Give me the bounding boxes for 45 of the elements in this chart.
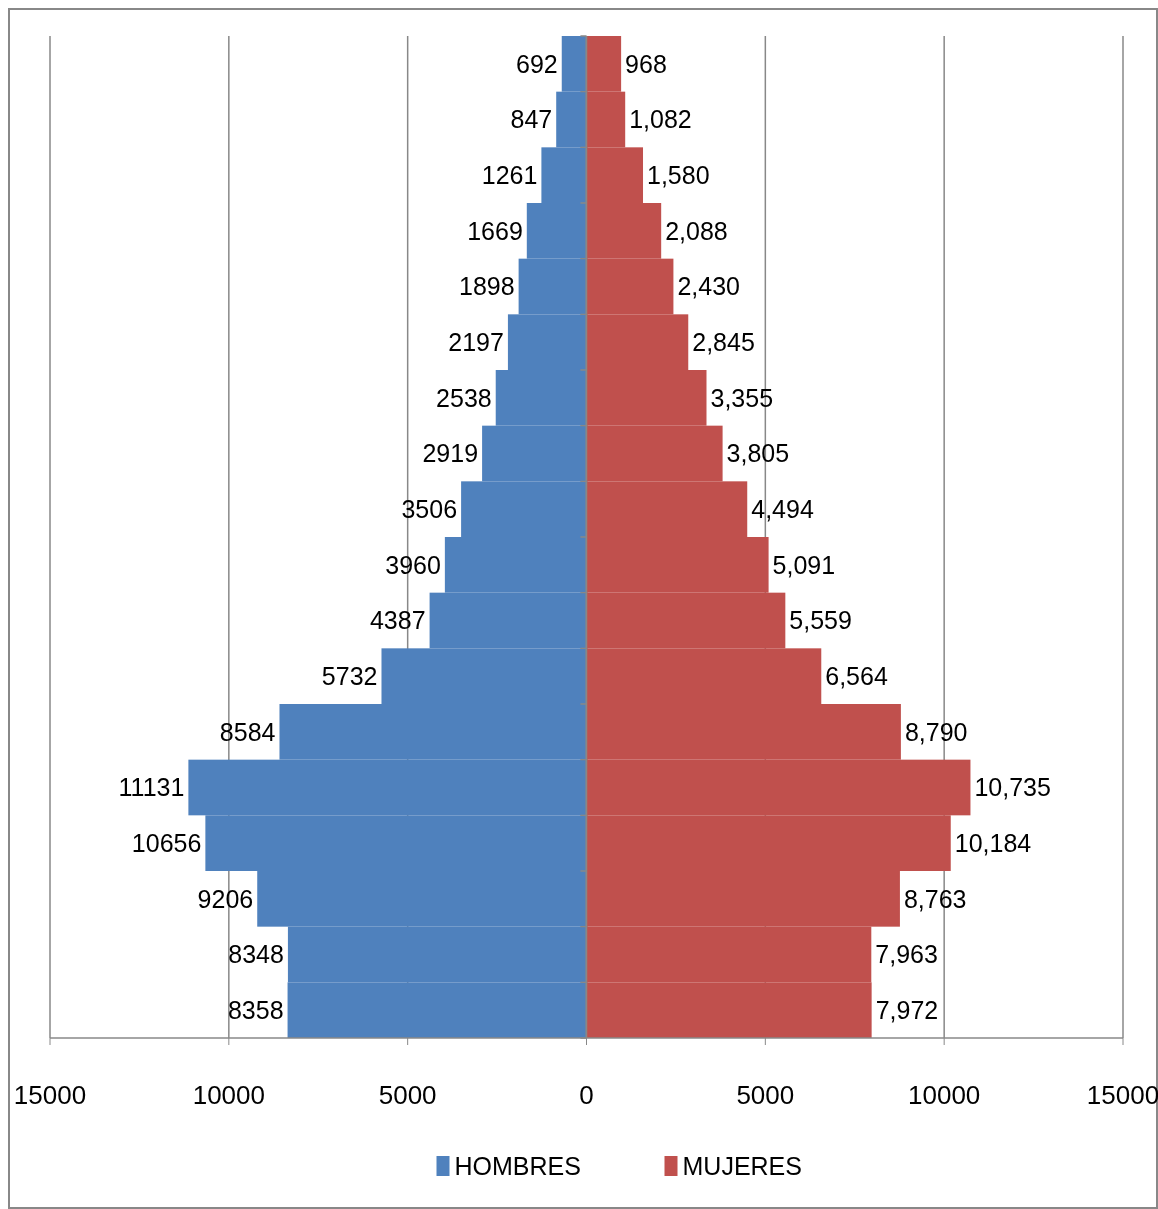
data-label: 10656 bbox=[131, 828, 202, 857]
data-label: 6,564 bbox=[825, 661, 888, 690]
data-label: 5,559 bbox=[789, 606, 852, 635]
data-label: 2197 bbox=[448, 327, 504, 356]
data-label: 2,845 bbox=[692, 327, 755, 356]
data-label: 692 bbox=[516, 49, 558, 78]
data-label: 3,355 bbox=[710, 383, 774, 412]
x-tick-label: 15000 bbox=[1086, 1080, 1158, 1110]
data-label: 1,580 bbox=[647, 160, 710, 189]
data-label: 1669 bbox=[467, 216, 523, 245]
data-label: 2,088 bbox=[665, 216, 728, 245]
data-label: 3506 bbox=[401, 494, 458, 523]
data-label: 7,963 bbox=[875, 940, 938, 969]
data-label: 5,091 bbox=[772, 550, 836, 579]
legend-label: HOMBRES bbox=[454, 1151, 581, 1180]
x-tick-label: 10000 bbox=[908, 1080, 981, 1110]
data-label: 4,494 bbox=[751, 494, 814, 523]
data-label: 7,972 bbox=[875, 995, 939, 1024]
data-label: 8,763 bbox=[903, 884, 967, 913]
data-label: 2,430 bbox=[677, 272, 740, 301]
data-label: 1,082 bbox=[629, 105, 692, 134]
data-label: 8,790 bbox=[904, 717, 968, 746]
data-label: 847 bbox=[510, 105, 553, 134]
data-label: 8584 bbox=[219, 717, 276, 746]
x-tick-label: 0 bbox=[579, 1080, 594, 1110]
data-label: 3960 bbox=[385, 550, 441, 579]
data-label: 8348 bbox=[228, 940, 284, 969]
data-label: 9206 bbox=[197, 884, 254, 913]
data-label: 5732 bbox=[321, 661, 378, 690]
x-tick-label: 15000 bbox=[13, 1080, 87, 1110]
data-label: 10,184 bbox=[954, 828, 1032, 857]
data-label: 1898 bbox=[458, 272, 515, 301]
data-label: 1261 bbox=[481, 160, 538, 189]
data-label: 10,735 bbox=[974, 773, 1051, 802]
data-label: 8358 bbox=[227, 995, 284, 1024]
data-label: 968 bbox=[625, 49, 667, 78]
data-label: 2919 bbox=[422, 439, 479, 468]
x-tick-label: 10000 bbox=[192, 1080, 265, 1110]
data-label: 4387 bbox=[369, 606, 426, 635]
data-label: 2538 bbox=[436, 383, 492, 412]
legend-label: MUJERES bbox=[682, 1151, 802, 1180]
data-label: 3,805 bbox=[726, 439, 790, 468]
data-label: 11131 bbox=[118, 773, 185, 802]
x-tick-label: 5000 bbox=[736, 1080, 795, 1110]
x-tick-label: 5000 bbox=[378, 1080, 437, 1110]
